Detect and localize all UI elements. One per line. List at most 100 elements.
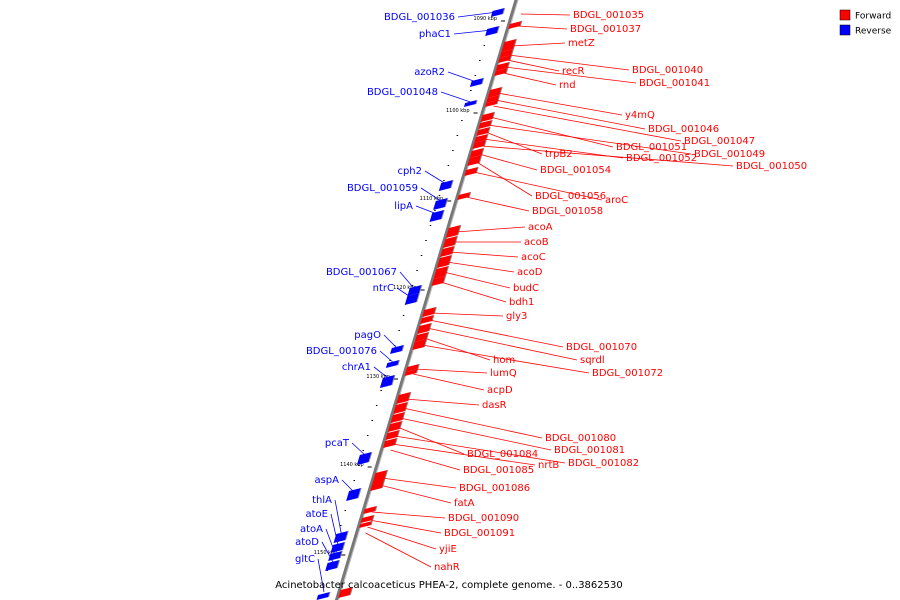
leader-line: [429, 319, 564, 348]
gene-shade: [496, 25, 500, 34]
gene-label: nahR: [434, 562, 460, 573]
gene-shade: [519, 20, 523, 27]
minor-tick: [371, 420, 373, 421]
reverse-gene: [346, 488, 362, 501]
gene-label: BDGL_001081: [554, 445, 625, 456]
scale-tick-label: 1090 kbp: [473, 16, 497, 22]
reverse-gene: [379, 375, 395, 388]
leader-line: [453, 29, 493, 35]
forward-gene: [487, 87, 503, 98]
reverse-gene: [469, 78, 484, 87]
gene-label: BDGL_001046: [648, 124, 719, 135]
gene-label: phaC1: [419, 29, 451, 40]
gene-label: BDGL_001090: [448, 513, 519, 524]
reverse-gene: [485, 26, 500, 36]
gene-shade: [483, 139, 487, 147]
gene-label: acoA: [528, 222, 553, 233]
leader-line: [508, 54, 630, 71]
gene-label: gly3: [506, 311, 527, 322]
reverse-gene: [463, 100, 478, 107]
leader-line: [382, 477, 457, 489]
gene-shade: [475, 99, 478, 105]
minor-tick: [357, 465, 360, 466]
gene-label: BDGL_001067: [326, 267, 397, 278]
forward-gene: [422, 307, 437, 317]
gene-shade: [345, 530, 349, 541]
gene-shade: [416, 368, 419, 374]
reverse-gene: [429, 210, 445, 222]
leader-line: [367, 526, 437, 550]
gene-label: BDGL_001085: [463, 465, 534, 476]
leader-line: [473, 171, 603, 201]
forward-gene: [436, 255, 452, 268]
leader-line: [334, 499, 342, 535]
gene-shade: [457, 224, 462, 236]
forward-gene: [472, 140, 487, 149]
gene-label: sqrdl: [580, 355, 605, 366]
gene-label: nrtB: [538, 460, 559, 471]
minor-tick: [438, 195, 441, 196]
forward-gene: [414, 332, 429, 342]
gene-label: azoR2: [414, 67, 445, 78]
gene-label: BDGL_001051: [616, 142, 687, 153]
leader-line: [455, 226, 526, 233]
leader-line: [517, 25, 568, 30]
minor-tick: [443, 180, 445, 181]
forward-gene: [359, 521, 373, 528]
gene-label: lumQ: [490, 368, 517, 379]
gene-label: cph2: [397, 166, 422, 177]
minor-tick: [429, 225, 432, 226]
forward-gene: [383, 438, 398, 448]
gene-label: BDGL_001091: [444, 528, 515, 539]
gene-shade: [426, 331, 430, 340]
gene-label: BDGL_001056: [535, 191, 606, 202]
forward-gene: [499, 49, 514, 58]
gene-label: fatA: [454, 498, 475, 509]
forward-gene: [338, 587, 353, 598]
forward-gene: [494, 68, 508, 76]
gene-shade: [502, 7, 506, 15]
gene-shade: [328, 591, 331, 598]
leader-line: [402, 407, 543, 439]
minor-tick: [375, 405, 378, 406]
gene-shade: [451, 245, 456, 255]
leader-line: [317, 558, 325, 593]
gene-label: BDGL_001076: [306, 346, 377, 357]
leader-line: [493, 105, 682, 142]
gene-shade: [481, 147, 485, 156]
leader-line: [481, 145, 734, 167]
scale-tick-label: 1110 kbp: [420, 196, 444, 202]
leader-line: [383, 334, 398, 349]
forward-gene: [396, 392, 411, 404]
forward-gene: [501, 39, 517, 52]
gene-label: acpD: [487, 385, 513, 396]
leader-line: [424, 170, 447, 185]
map-caption: Acinetobacter calcoaceticus PHEA-2, comp…: [275, 580, 623, 591]
forward-gene: [433, 266, 449, 279]
leader-line: [371, 511, 446, 519]
gene-shade: [404, 401, 409, 412]
gene-label: BDGL_001052: [626, 153, 697, 164]
scale-tick-label: 1120 kbp: [393, 285, 417, 291]
leader-line: [506, 59, 560, 72]
leader-line: [396, 287, 413, 299]
leader-line: [487, 124, 692, 155]
gene-label: BDGL_001054: [540, 165, 611, 176]
gene-shade: [368, 451, 373, 463]
forward-gene: [404, 369, 418, 376]
minor-tick: [474, 75, 477, 76]
genome-backbone: [334, 0, 518, 600]
gene-label: acoD: [517, 267, 543, 278]
gene-shade: [370, 520, 373, 526]
minor-tick: [470, 90, 472, 91]
leader-line: [449, 251, 519, 258]
minor-tick: [420, 255, 423, 256]
minor-tick: [452, 150, 454, 151]
gene-label: bdh1: [509, 297, 534, 308]
gene-label: pcaT: [325, 438, 350, 449]
gene-shade: [357, 487, 362, 499]
leader-line: [390, 449, 461, 471]
leader-line: [373, 366, 389, 379]
minor-tick: [362, 450, 364, 451]
forward-gene: [480, 112, 495, 122]
